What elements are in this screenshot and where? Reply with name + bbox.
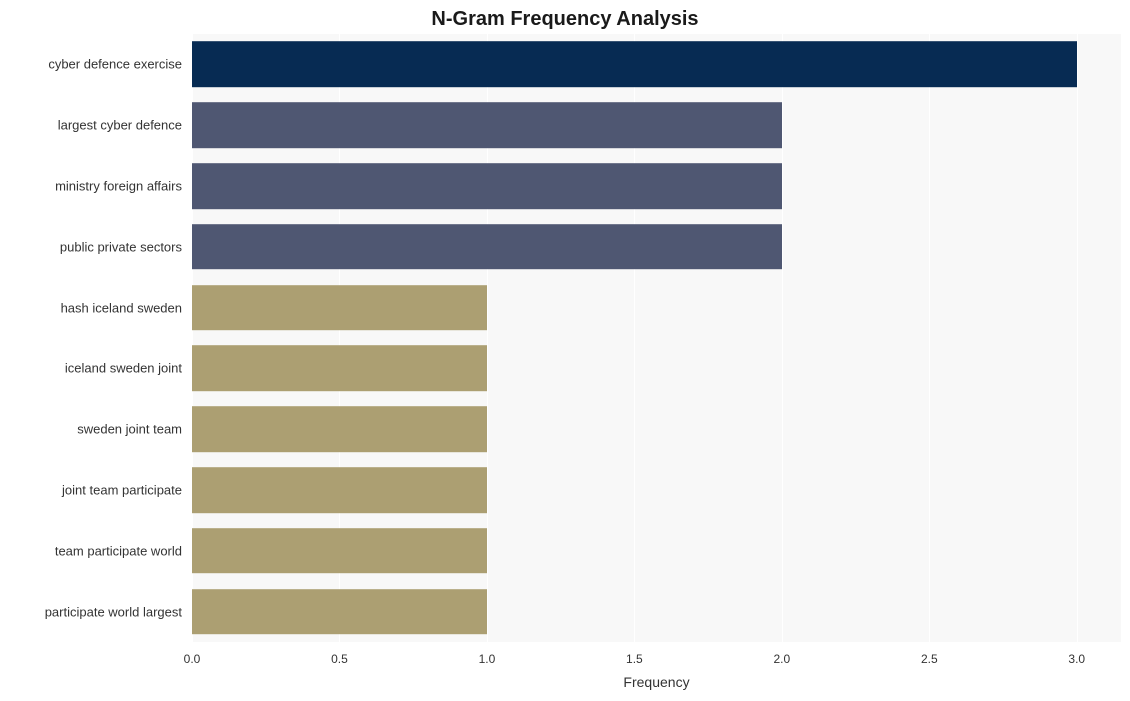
bar [192,102,782,148]
x-tick-label: 0.0 [184,642,201,666]
bar [192,589,487,635]
bar-row: cyber defence exercise [192,34,1121,95]
bar [192,163,782,209]
bar-row: team participate world [192,520,1121,581]
y-tick-label: public private sectors [60,239,192,254]
bar-row: iceland sweden joint [192,338,1121,399]
y-tick-label: hash iceland sweden [61,300,192,315]
x-tick-label: 1.5 [626,642,643,666]
chart-container: N-Gram Frequency Analysis cyber defence … [0,0,1130,701]
y-tick-label: team participate world [55,543,192,558]
y-tick-label: cyber defence exercise [48,57,192,72]
bar-row: public private sectors [192,216,1121,277]
bar [192,467,487,513]
y-tick-label: iceland sweden joint [65,361,192,376]
chart-title: N-Gram Frequency Analysis [0,8,1130,31]
y-tick-label: sweden joint team [77,422,192,437]
bar [192,528,487,574]
bar-row: ministry foreign affairs [192,156,1121,217]
y-tick-label: joint team participate [62,482,192,497]
bar [192,285,487,331]
bar [192,224,782,270]
x-tick-label: 2.0 [773,642,790,666]
y-tick-label: participate world largest [45,604,192,619]
y-tick-label: ministry foreign affairs [55,178,192,193]
x-tick-label: 2.5 [921,642,938,666]
plot-area: cyber defence exerciselargest cyber defe… [192,34,1121,642]
bar [192,42,1077,88]
bar-row: joint team participate [192,460,1121,521]
x-tick-label: 1.0 [479,642,496,666]
plot-inner: cyber defence exerciselargest cyber defe… [192,34,1121,642]
x-tick-label: 3.0 [1068,642,1085,666]
x-tick-label: 0.5 [331,642,348,666]
bar [192,406,487,452]
bar-row: participate world largest [192,581,1121,642]
bar-row: largest cyber defence [192,95,1121,156]
y-tick-label: largest cyber defence [58,118,192,133]
bar-row: hash iceland sweden [192,277,1121,338]
bar-row: sweden joint team [192,399,1121,460]
bar [192,346,487,392]
